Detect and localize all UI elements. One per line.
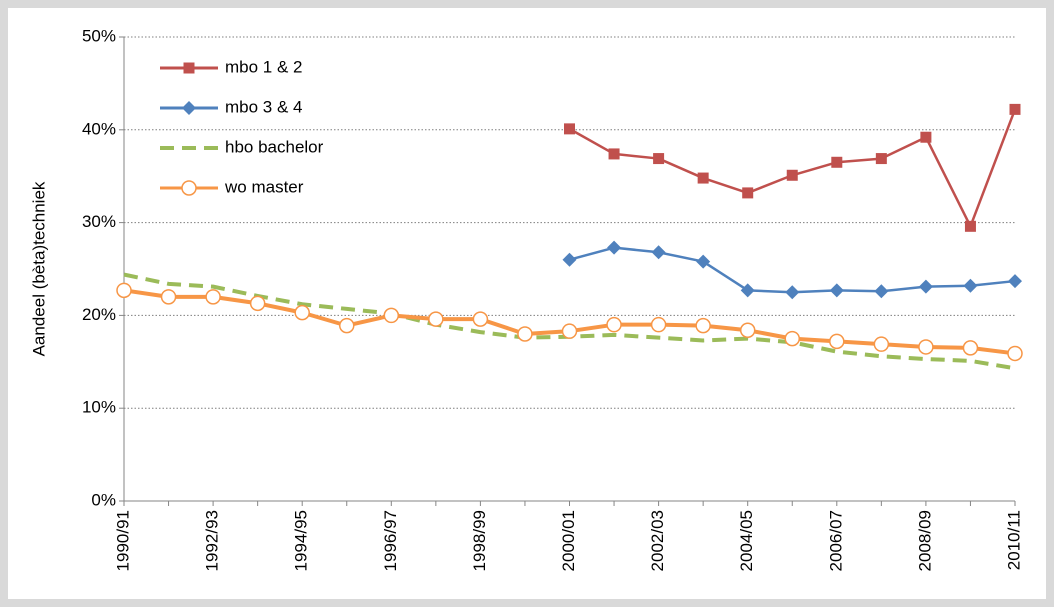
data-point <box>1008 274 1022 289</box>
legend-marker <box>182 101 196 115</box>
x-tick-label: 1994/95 <box>292 510 311 571</box>
data-point <box>562 252 577 267</box>
data-point <box>650 316 667 333</box>
data-point <box>472 311 489 327</box>
x-tick-label: 2004/05 <box>737 510 756 571</box>
data-point <box>785 285 800 300</box>
x-tick-label: 2002/03 <box>648 510 667 571</box>
data-point <box>116 282 132 299</box>
chart-area <box>8 8 1046 599</box>
data-point <box>829 333 845 350</box>
legend-label: hbo bachelor <box>225 137 324 156</box>
data-point <box>962 340 979 356</box>
x-tick-label: 2006/07 <box>826 510 845 571</box>
data-point <box>873 336 890 352</box>
data-point <box>875 153 887 165</box>
data-point <box>696 254 711 269</box>
data-point <box>339 317 355 334</box>
data-point <box>653 153 665 165</box>
data-point <box>1009 103 1021 115</box>
data-point <box>564 123 575 135</box>
x-tick-label: 1992/93 <box>203 510 222 571</box>
y-tick-label: 0% <box>91 490 116 509</box>
data-point <box>697 172 709 184</box>
y-axis-label: Aandeel (bèta)techniek <box>29 181 48 356</box>
x-tick-label: 1996/97 <box>381 510 400 571</box>
data-point <box>428 311 444 327</box>
data-point <box>918 279 933 294</box>
data-point <box>740 283 755 298</box>
data-point <box>607 240 622 255</box>
y-tick-label: 10% <box>82 398 116 417</box>
y-tick-label: 50% <box>82 26 116 45</box>
x-tick-label: 2008/09 <box>915 510 934 571</box>
data-point <box>964 220 976 232</box>
x-tick-label: 1998/99 <box>470 510 489 571</box>
y-tick-label: 40% <box>82 119 116 138</box>
legend-marker <box>183 62 195 74</box>
data-point <box>205 289 221 305</box>
x-tick-label: 2010/11 <box>1004 510 1023 570</box>
x-tick-label: 1990/91 <box>113 510 132 571</box>
x-tick-label: 2000/01 <box>559 510 578 571</box>
data-point <box>920 131 932 143</box>
data-point <box>1007 345 1023 362</box>
data-point <box>739 322 756 338</box>
data-point <box>517 326 533 342</box>
data-point <box>786 169 798 181</box>
data-point <box>294 304 310 321</box>
data-point <box>608 148 620 160</box>
data-point <box>561 323 578 339</box>
legend-label: mbo 3 & 4 <box>225 97 303 116</box>
data-point <box>874 284 889 299</box>
data-point <box>606 316 622 333</box>
legend-marker <box>181 180 197 196</box>
legend-label: mbo 1 & 2 <box>225 57 303 76</box>
data-point <box>651 245 666 260</box>
data-point <box>160 289 177 305</box>
data-point <box>383 307 400 324</box>
data-point <box>742 187 754 199</box>
data-point <box>249 295 266 312</box>
data-point <box>695 317 711 334</box>
data-point <box>784 330 800 347</box>
data-point <box>918 339 934 355</box>
y-tick-label: 20% <box>82 305 116 324</box>
data-point <box>829 283 844 298</box>
y-tick-label: 30% <box>82 212 116 231</box>
data-point <box>831 156 843 168</box>
legend-label: wo master <box>224 177 304 196</box>
data-point <box>963 278 978 293</box>
